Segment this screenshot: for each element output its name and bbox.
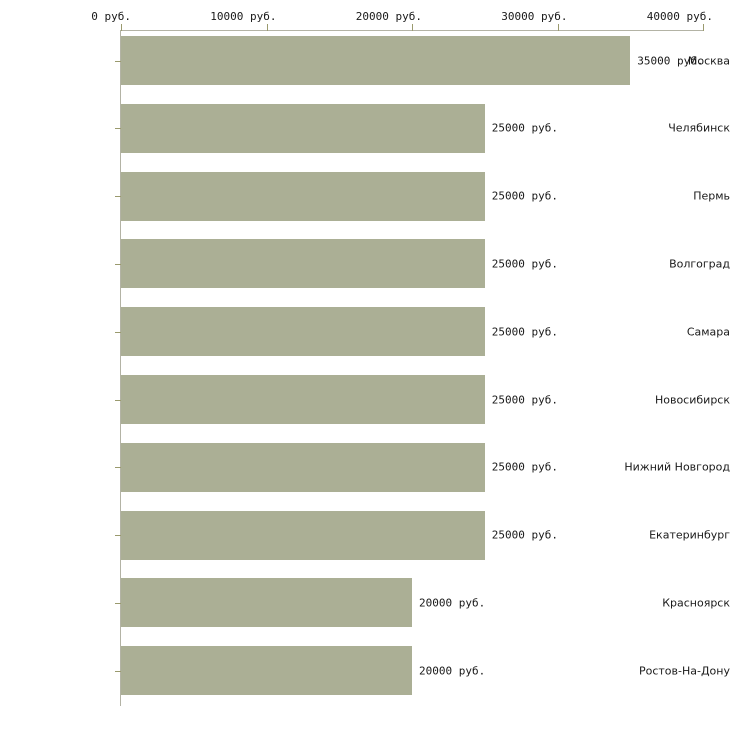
bar[interactable] bbox=[121, 510, 485, 560]
bar-value-label: 25000 руб. bbox=[491, 121, 558, 135]
bar-value-label: 25000 руб. bbox=[491, 460, 558, 474]
category-label: Ростов-На-Дону bbox=[638, 664, 730, 678]
y-tick-mark bbox=[115, 332, 121, 333]
x-tick-label: 40000 руб. bbox=[646, 10, 713, 23]
category-label: Волгоград bbox=[669, 257, 730, 271]
category-label: Екатеринбург bbox=[649, 528, 730, 542]
x-tick-mark bbox=[557, 24, 559, 31]
x-tick-mark bbox=[266, 24, 268, 31]
bar-value-label: 25000 руб. bbox=[491, 325, 558, 339]
category-label: Самара bbox=[686, 325, 730, 339]
category-label: Москва bbox=[687, 54, 730, 67]
y-tick-mark bbox=[115, 196, 121, 197]
category-label: Новосибирск bbox=[654, 393, 730, 406]
bar[interactable] bbox=[121, 103, 485, 153]
bar-value-label: 25000 руб. bbox=[491, 257, 558, 271]
x-tick-label: 20000 руб. bbox=[355, 10, 422, 23]
y-tick-mark bbox=[115, 264, 121, 265]
bar[interactable] bbox=[121, 646, 412, 696]
bar[interactable] bbox=[121, 442, 485, 492]
category-label: Пермь bbox=[693, 189, 730, 203]
bar[interactable] bbox=[121, 307, 485, 357]
x-tick-label: 0 руб. bbox=[91, 10, 131, 23]
bar-value-label: 25000 руб. bbox=[491, 393, 558, 406]
bar-value-label: 20000 руб. bbox=[419, 596, 486, 610]
bar[interactable] bbox=[121, 239, 485, 289]
bar[interactable] bbox=[121, 171, 485, 221]
y-tick-mark bbox=[115, 535, 121, 536]
x-tick-label: 30000 руб. bbox=[501, 10, 568, 23]
y-tick-mark bbox=[115, 128, 121, 129]
y-tick-mark bbox=[115, 603, 121, 604]
y-tick-mark bbox=[115, 671, 121, 672]
y-axis-line bbox=[120, 30, 121, 706]
y-tick-mark bbox=[115, 467, 121, 468]
bar[interactable] bbox=[121, 578, 412, 628]
bar[interactable] bbox=[121, 36, 631, 85]
x-tick-mark bbox=[412, 24, 413, 31]
category-label: Нижний Новгород bbox=[624, 460, 730, 474]
y-tick-mark bbox=[115, 61, 121, 62]
category-label: Красноярск bbox=[662, 596, 730, 610]
y-tick-mark bbox=[115, 400, 121, 401]
bar-value-label: 25000 руб. bbox=[491, 189, 558, 203]
x-tick-label: 10000 руб. bbox=[210, 10, 277, 23]
category-label: Челябинск bbox=[668, 121, 730, 135]
bar-value-label: 35000 руб. bbox=[637, 54, 704, 67]
x-tick-mark bbox=[703, 24, 704, 31]
bar[interactable] bbox=[121, 375, 485, 424]
bar-value-label: 25000 руб. bbox=[491, 528, 558, 542]
x-tick-mark bbox=[121, 24, 122, 31]
bar-value-label: 20000 руб. bbox=[419, 664, 486, 678]
